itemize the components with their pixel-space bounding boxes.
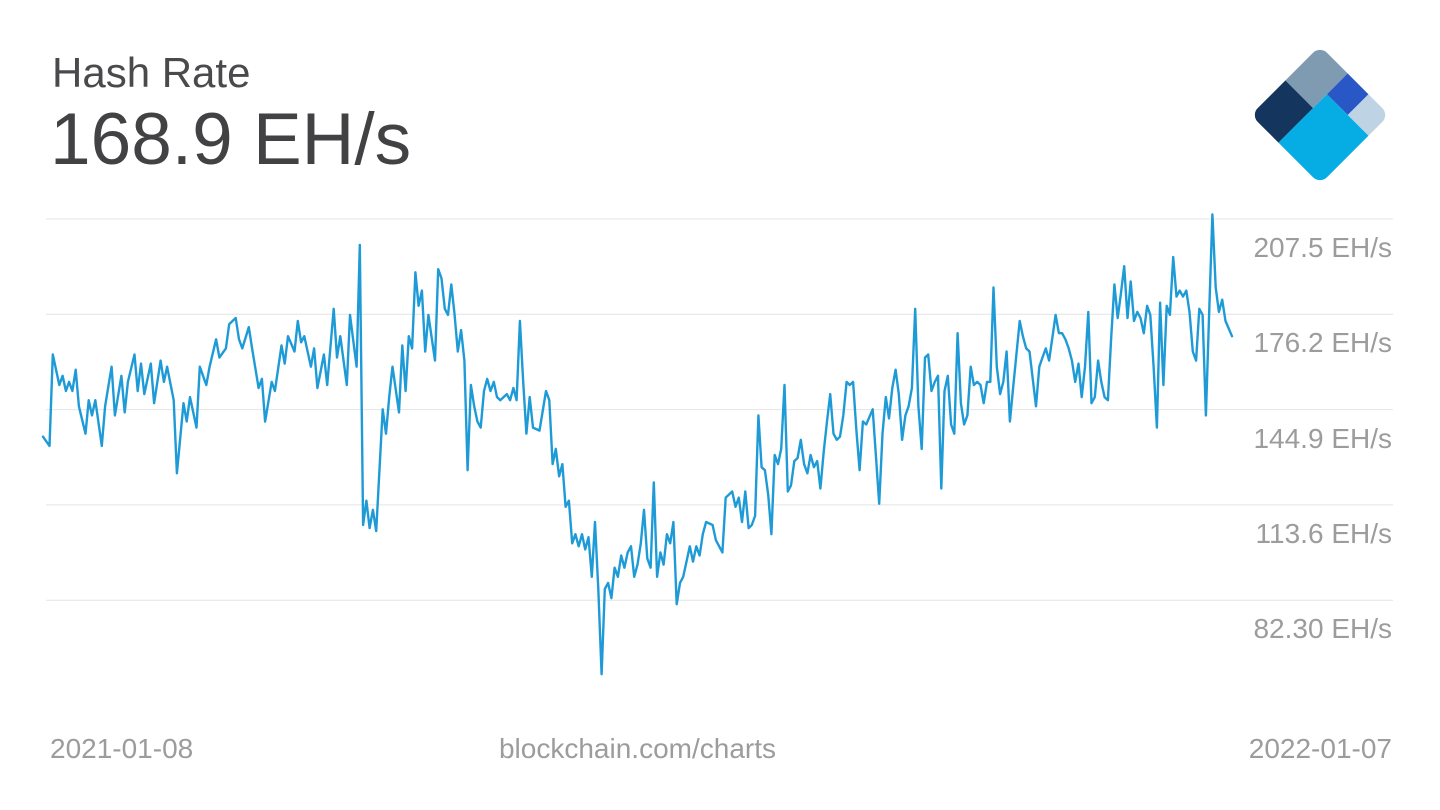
x-axis-start-date: 2021-01-08 (50, 733, 194, 764)
logo-cyan-tile (1278, 94, 1369, 185)
y-tick-label: 207.5 EH/s (1253, 232, 1392, 263)
current-value: 168.9 EH/s (50, 99, 412, 180)
logo-navy-tile (1250, 80, 1314, 143)
blockchain-logo-icon (1250, 45, 1390, 185)
y-tick-label: 176.2 EH/s (1253, 327, 1392, 358)
logo-slate-tile (1285, 45, 1348, 109)
x-axis-end-date: 2022-01-07 (1248, 733, 1392, 764)
page-title: Hash Rate (52, 49, 251, 96)
y-tick-label: 82.30 EH/s (1253, 613, 1392, 644)
hash-rate-series-line (41, 213, 1234, 676)
y-tick-label: 113.6 EH/s (1255, 518, 1392, 549)
y-tick-label: 144.9 EH/s (1253, 423, 1392, 454)
watermark-url: blockchain.com/charts (498, 733, 776, 764)
